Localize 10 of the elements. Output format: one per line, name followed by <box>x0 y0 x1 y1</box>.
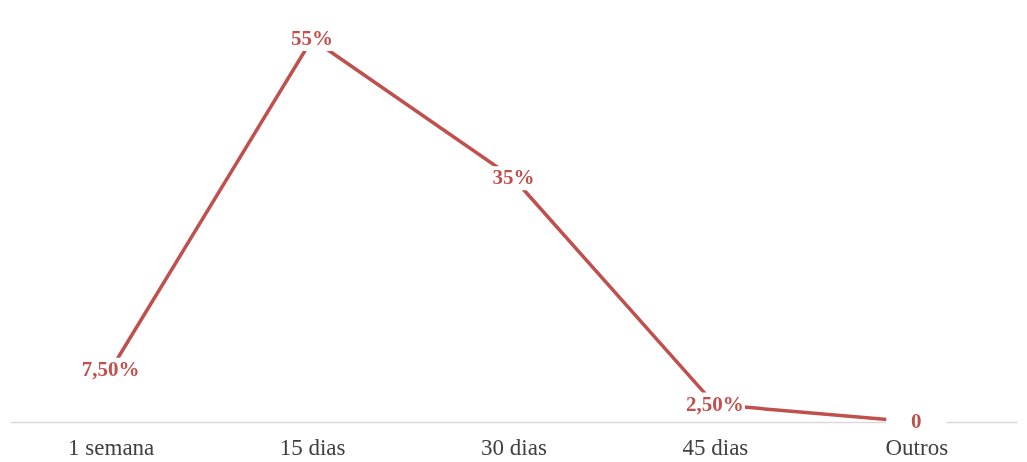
x-tick-label: 15 dias <box>279 434 346 460</box>
data-label: 35% <box>492 165 535 190</box>
x-tick-label: 30 dias <box>481 434 547 460</box>
data-label: 7,50% <box>81 356 140 381</box>
data-label: 0 <box>911 409 922 433</box>
data-label: 55% <box>291 26 334 50</box>
x-tick-label: 1 semana <box>68 434 155 460</box>
data-label: 2,50% <box>686 391 744 416</box>
x-tick-label: Outros <box>885 434 949 460</box>
x-tick-label: 45 dias <box>682 434 749 460</box>
